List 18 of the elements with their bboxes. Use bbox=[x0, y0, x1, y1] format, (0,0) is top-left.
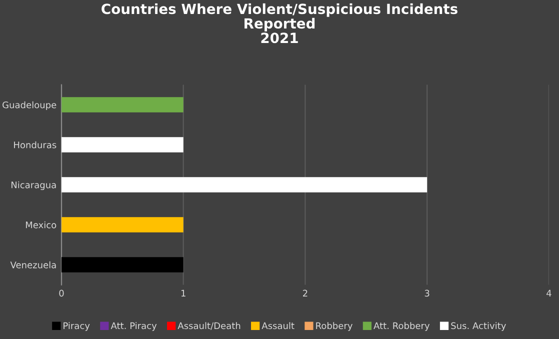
legend-label: Assault/Death bbox=[178, 322, 240, 330]
x-tick-label: 4 bbox=[546, 290, 552, 296]
legend-label: Robbery bbox=[316, 322, 352, 331]
x-tick-label: 2 bbox=[303, 290, 308, 296]
chart-title: Countries Where Violent/Suspicious Incidents Reported 2021 bbox=[102, 3, 458, 44]
y-tick-label: Venezuela bbox=[10, 261, 56, 268]
y-tick-label: Nicaragua bbox=[12, 181, 56, 190]
y-tick-label: Honduras bbox=[14, 141, 56, 148]
y-tick-label: Mexico bbox=[26, 221, 56, 228]
legend-label: Piracy bbox=[64, 322, 90, 331]
legend-label: Att. Piracy bbox=[110, 322, 157, 331]
x-tick-label: 0 bbox=[59, 290, 64, 297]
legend-label: Assault bbox=[262, 322, 294, 330]
x-tick-label: 1 bbox=[181, 290, 186, 296]
x-tick-label: 3 bbox=[424, 290, 430, 297]
y-tick-label: Guadeloupe bbox=[2, 101, 56, 110]
legend-label: Att. Robbery bbox=[374, 322, 430, 331]
legend-label: Sus. Activity bbox=[451, 322, 506, 331]
